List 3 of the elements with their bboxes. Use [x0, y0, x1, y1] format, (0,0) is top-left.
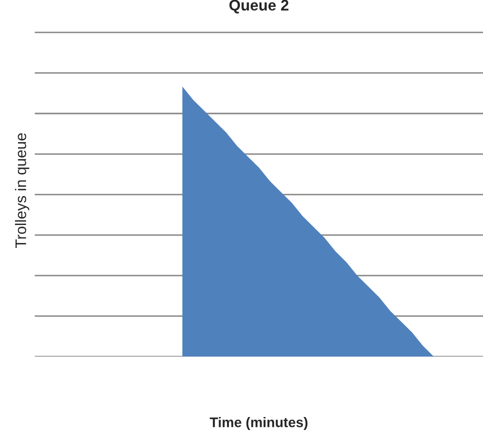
y-axis-title: Trolleys in queue [14, 133, 30, 248]
chart-title: Queue 2 [229, 0, 288, 14]
x-axis-title: Time (minutes) [210, 417, 308, 430]
